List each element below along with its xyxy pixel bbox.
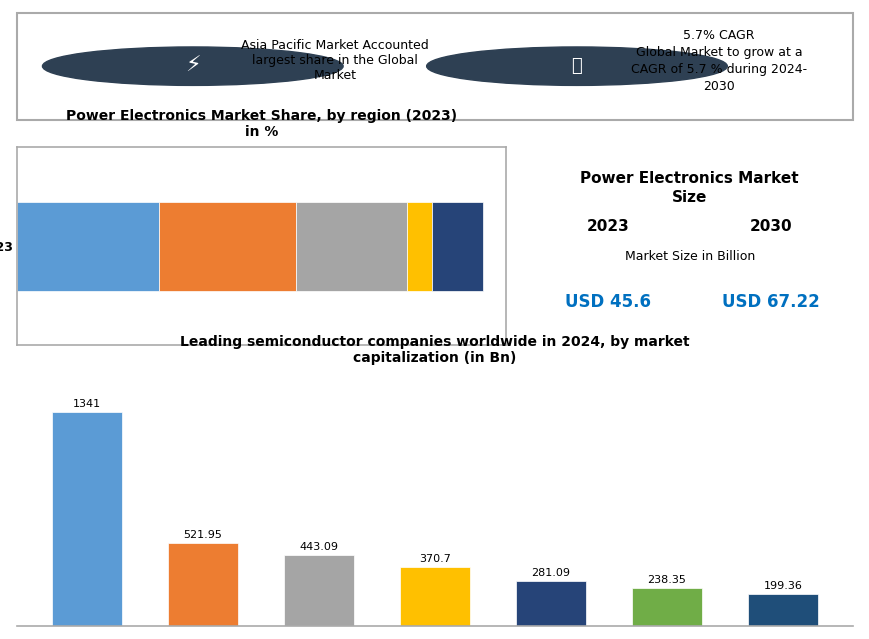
Text: 2023: 2023 bbox=[586, 219, 629, 234]
Bar bbox=[168, 543, 237, 626]
Bar bbox=[159, 202, 295, 291]
Circle shape bbox=[426, 47, 726, 86]
Circle shape bbox=[43, 47, 342, 86]
Text: Market Size in Billion: Market Size in Billion bbox=[624, 250, 754, 263]
Text: USD 45.6: USD 45.6 bbox=[565, 293, 650, 311]
Text: 5.7% CAGR
Global Market to grow at a
CAGR of 5.7 % during 2024-
2030: 5.7% CAGR Global Market to grow at a CAG… bbox=[630, 29, 806, 93]
Text: ⚡: ⚡ bbox=[185, 56, 201, 76]
Text: 1341: 1341 bbox=[73, 399, 101, 409]
Bar bbox=[295, 202, 407, 291]
Bar bbox=[515, 581, 585, 626]
Text: Asia Pacific Market Accounted
largest share in the Global
Market: Asia Pacific Market Accounted largest sh… bbox=[241, 40, 428, 82]
Bar bbox=[17, 202, 159, 291]
Text: 199.36: 199.36 bbox=[763, 581, 801, 592]
Legend: North America, Asia Pacific, Europe, MEA, South America: North America, Asia Pacific, Europe, MEA… bbox=[33, 405, 490, 415]
Bar bbox=[52, 412, 122, 626]
Bar bbox=[632, 588, 701, 626]
Text: 521.95: 521.95 bbox=[183, 530, 222, 540]
Title: Leading semiconductor companies worldwide in 2024, by market
capitalization (in : Leading semiconductor companies worldwid… bbox=[180, 335, 689, 365]
Text: 443.09: 443.09 bbox=[299, 543, 338, 553]
Bar bbox=[407, 202, 432, 291]
Title: Power Electronics Market Share, by region (2023)
in %: Power Electronics Market Share, by regio… bbox=[66, 109, 457, 139]
FancyBboxPatch shape bbox=[17, 13, 852, 119]
Text: 370.7: 370.7 bbox=[419, 554, 450, 564]
Text: 2030: 2030 bbox=[749, 219, 792, 234]
Text: 🔥: 🔥 bbox=[571, 57, 581, 75]
Bar bbox=[432, 202, 482, 291]
Text: USD 67.22: USD 67.22 bbox=[721, 293, 819, 311]
Bar bbox=[284, 555, 354, 626]
Bar bbox=[400, 567, 469, 626]
Bar bbox=[747, 594, 817, 626]
Text: 238.35: 238.35 bbox=[647, 575, 686, 585]
Text: Power Electronics Market
Size: Power Electronics Market Size bbox=[580, 171, 798, 204]
Text: 281.09: 281.09 bbox=[531, 568, 570, 578]
